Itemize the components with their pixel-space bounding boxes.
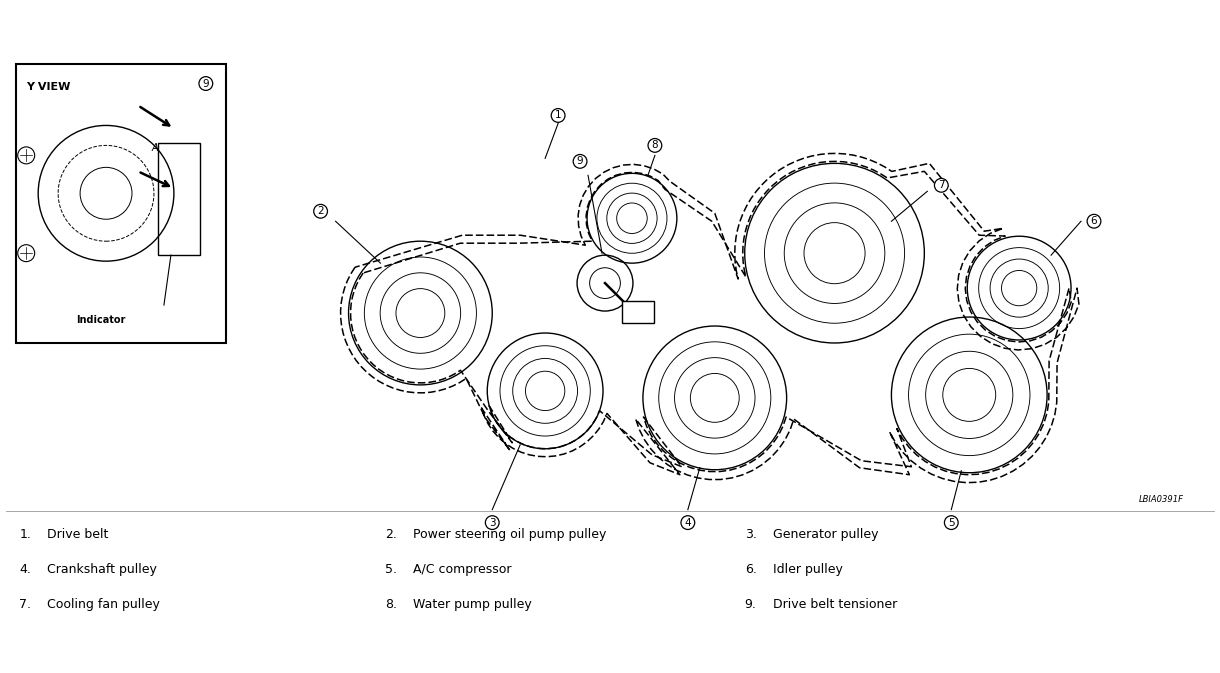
Text: 3: 3 [489,518,495,528]
Text: Water pump pulley: Water pump pulley [414,598,532,612]
Text: 2: 2 [317,206,325,216]
Text: Drive belt tensioner: Drive belt tensioner [772,598,897,612]
Text: 1.: 1. [20,528,30,540]
Text: 1: 1 [555,110,561,120]
Text: Y VIEW: Y VIEW [26,81,71,92]
Text: 8: 8 [651,141,659,150]
Text: 6.: 6. [744,563,756,575]
Text: Drive belt: Drive belt [48,528,109,540]
Text: 9.: 9. [744,598,756,612]
Text: 9: 9 [577,156,583,166]
Text: Indicator: Indicator [76,315,126,325]
Text: 4.: 4. [20,563,30,575]
Text: 4: 4 [684,518,692,528]
Text: Crankshaft pulley: Crankshaft pulley [48,563,157,575]
Text: 5.: 5. [386,563,398,575]
Bar [622,301,654,323]
Text: 2.: 2. [386,528,398,540]
Text: Idler pulley: Idler pulley [772,563,843,575]
Text: 7.: 7. [20,598,32,612]
Text: Generator pulley: Generator pulley [772,528,878,540]
Text: 3.: 3. [744,528,756,540]
Text: Cooling fan pulley: Cooling fan pulley [48,598,160,612]
Text: 8.: 8. [386,598,398,612]
Text: 5: 5 [948,518,954,528]
Text: A/C compressor: A/C compressor [414,563,512,575]
Text: 6: 6 [1091,216,1097,226]
Text: A: A [152,143,159,153]
Text: 7: 7 [938,180,944,190]
Text: Power steering oil pump pulley: Power steering oil pump pulley [414,528,606,540]
Bar [16,63,226,343]
Text: 9: 9 [203,79,209,89]
Bar [157,143,200,255]
Text: LBIA0391F: LBIA0391F [1138,495,1183,503]
